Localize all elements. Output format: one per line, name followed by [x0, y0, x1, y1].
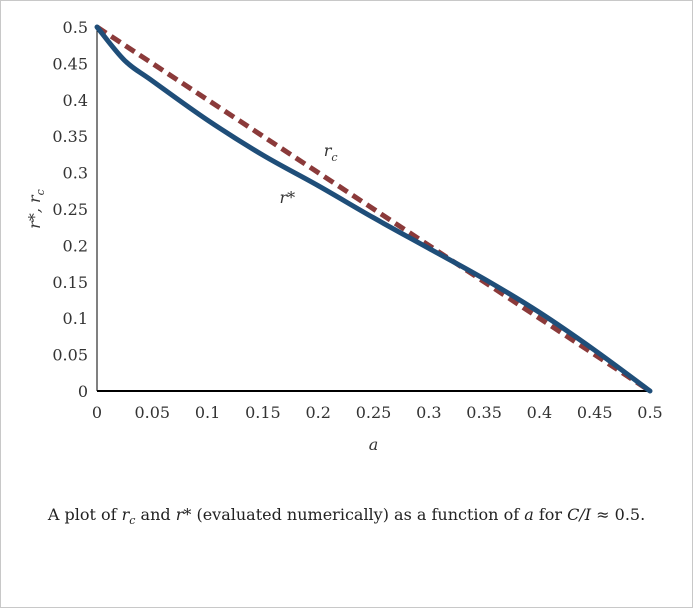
- curve-annotation: rc: [324, 141, 338, 164]
- x-tick-label: 0.35: [466, 403, 502, 422]
- line-chart: 0 0.05 0.1 0.15 0.2 0.25 0.3 0.35 0.4 0.45 0.5 0 0.…: [25, 18, 663, 454]
- caption-text: ≈ 0.5.: [591, 505, 646, 524]
- curve-annotation: r*: [279, 188, 295, 207]
- y-tick-labels: 0 0.05 0.1 0.15 0.2 0.25 0.3 0.35 0.4 0.45 0.5: [52, 18, 88, 401]
- x-tick-label: 0.25: [356, 403, 392, 422]
- caption-var-ci: C/I: [567, 505, 592, 524]
- caption-text: for: [533, 505, 568, 524]
- y-tick-label: 0.4: [63, 91, 88, 110]
- caption-text: A plot of: [47, 505, 122, 524]
- x-tick-label: 0.45: [577, 403, 613, 422]
- curve-annotation-text: r*: [279, 188, 295, 207]
- y-axis-label: r*, rc: [25, 189, 47, 229]
- y-axis-label-main: r*, r: [25, 194, 44, 229]
- x-tick-label: 0.3: [416, 403, 441, 422]
- series-line-rstar: [94, 24, 653, 394]
- y-tick-label: 0.35: [52, 127, 88, 146]
- x-tick-label: 0.2: [305, 403, 330, 422]
- y-tick-label: 0.05: [52, 346, 88, 365]
- curve-annotation-text: r: [324, 141, 333, 160]
- x-tick-label: 0: [92, 403, 102, 422]
- figure-caption: A plot of rc and r* (evaluated numerical…: [0, 505, 693, 527]
- y-tick-label: 0.5: [63, 18, 88, 37]
- y-tick-label: 0.2: [63, 236, 88, 255]
- x-tick-label: 0.15: [245, 403, 281, 422]
- x-axis-label: a: [369, 435, 379, 454]
- x-tick-labels: 0 0.05 0.1 0.15 0.2 0.25 0.3 0.35 0.4 0.45 0.5: [92, 403, 663, 422]
- curve-annotations: rc r*: [279, 141, 337, 207]
- y-tick-label: 0.25: [52, 200, 88, 219]
- caption-var-r-subscript: c: [129, 514, 136, 528]
- caption-var-a: a: [524, 505, 534, 524]
- series-layer: [94, 24, 653, 394]
- y-tick-label: 0.45: [52, 54, 88, 73]
- x-tick-label: 0.5: [637, 403, 662, 422]
- y-axis-label-subscript: c: [34, 189, 47, 195]
- caption-text: and: [135, 505, 176, 524]
- caption-text: (evaluated numerically) as a function of: [191, 505, 525, 524]
- caption-var-rstar: r*: [175, 505, 192, 524]
- x-tick-label: 0.1: [195, 403, 220, 422]
- curve-annotation-subscript: c: [331, 151, 337, 164]
- y-tick-label: 0.15: [52, 273, 88, 292]
- y-tick-label: 0.3: [63, 164, 88, 183]
- x-tick-label: 0.05: [134, 403, 170, 422]
- x-tick-label: 0.4: [527, 403, 552, 422]
- caption-var-r: r: [121, 505, 130, 524]
- y-tick-label: 0: [78, 382, 88, 401]
- series-line-rc: [95, 24, 652, 394]
- y-tick-label: 0.1: [63, 309, 88, 328]
